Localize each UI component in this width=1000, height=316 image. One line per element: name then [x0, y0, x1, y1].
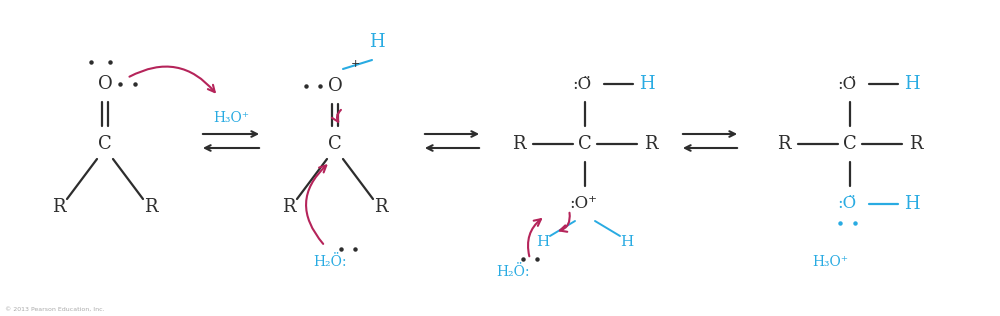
Text: H: H	[904, 75, 920, 93]
Text: R: R	[909, 135, 923, 153]
Text: H₂Ö:: H₂Ö:	[496, 265, 530, 279]
Text: H: H	[904, 195, 920, 213]
Text: H: H	[536, 235, 550, 249]
Text: R: R	[282, 198, 296, 216]
Text: R: R	[644, 135, 658, 153]
Text: O: O	[98, 75, 112, 93]
Text: C: C	[98, 135, 112, 153]
Text: R: R	[512, 135, 526, 153]
Text: © 2013 Pearson Education, Inc.: © 2013 Pearson Education, Inc.	[5, 307, 105, 312]
Text: :Ö: :Ö	[837, 76, 857, 93]
Text: H₃O⁺: H₃O⁺	[812, 255, 848, 269]
Text: :O⁺: :O⁺	[569, 196, 597, 212]
Text: +: +	[350, 59, 360, 69]
Text: C: C	[328, 135, 342, 153]
Text: :Ö: :Ö	[837, 196, 857, 212]
Text: O: O	[328, 77, 342, 95]
Text: :Ö: :Ö	[572, 76, 592, 93]
Text: H₃O⁺: H₃O⁺	[213, 111, 249, 125]
Text: C: C	[843, 135, 857, 153]
Text: C: C	[578, 135, 592, 153]
Text: R: R	[52, 198, 66, 216]
Text: R: R	[144, 198, 158, 216]
Text: H: H	[620, 235, 634, 249]
Text: H₂Ö:: H₂Ö:	[313, 255, 347, 269]
Text: H: H	[639, 75, 655, 93]
Text: H: H	[369, 33, 385, 51]
Text: R: R	[777, 135, 791, 153]
Text: R: R	[374, 198, 388, 216]
